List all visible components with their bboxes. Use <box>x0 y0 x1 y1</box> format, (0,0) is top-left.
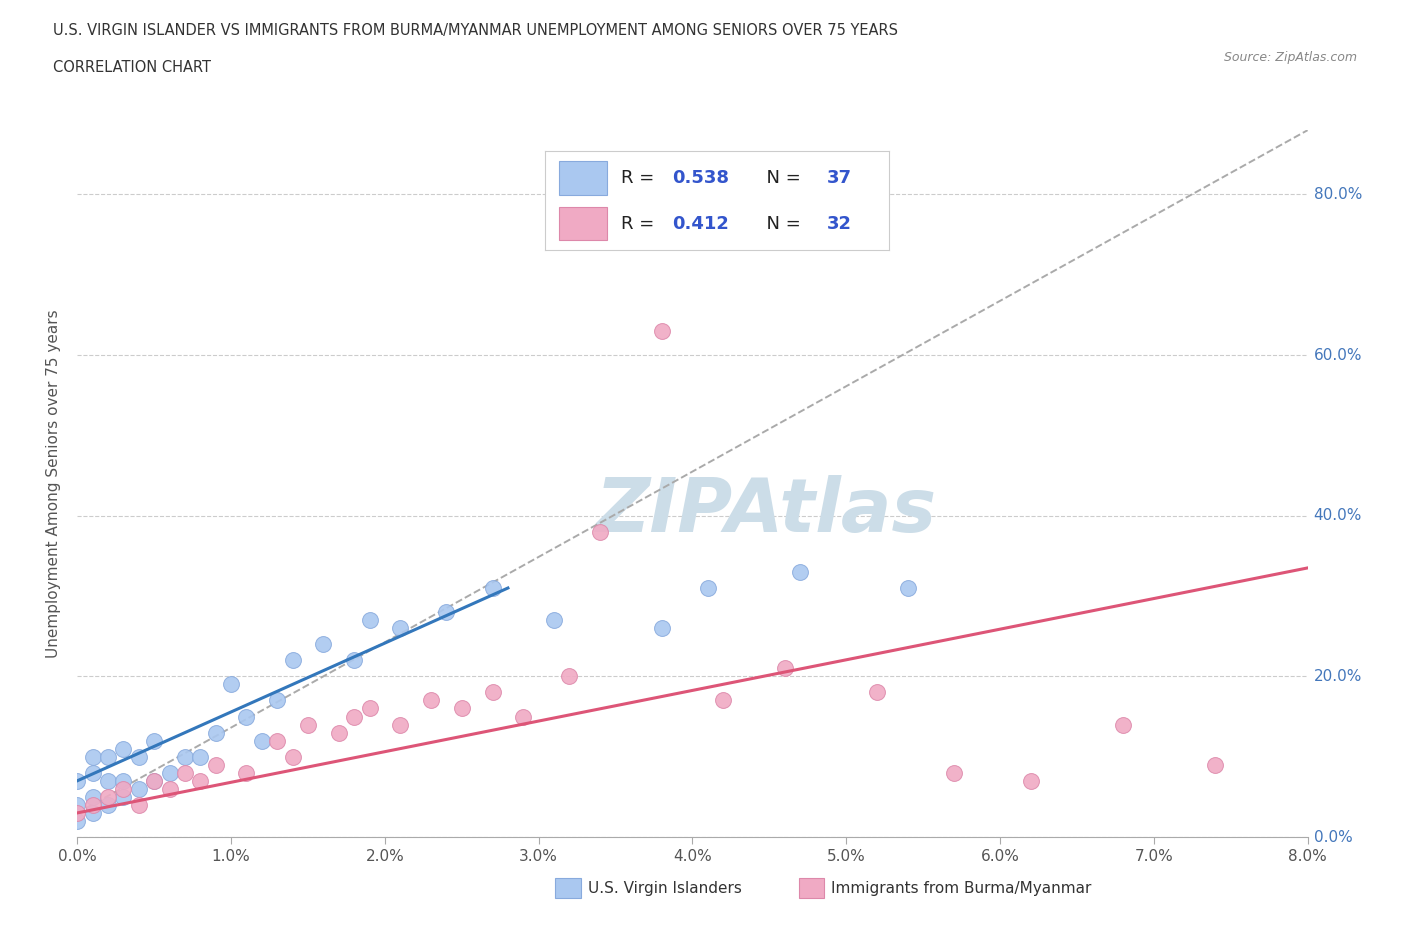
Text: ZIPAtlas: ZIPAtlas <box>596 475 936 549</box>
Point <box>866 685 889 700</box>
Point <box>789 565 811 579</box>
Text: 20.0%: 20.0% <box>1313 669 1362 684</box>
Point <box>97 750 120 764</box>
Point <box>82 765 104 780</box>
Point <box>97 790 120 804</box>
Point <box>359 613 381 628</box>
Text: Immigrants from Burma/Myanmar: Immigrants from Burma/Myanmar <box>831 881 1091 896</box>
Point <box>188 774 212 789</box>
Point <box>82 750 104 764</box>
Point <box>436 604 458 619</box>
Text: 60.0%: 60.0% <box>1313 348 1362 363</box>
Point <box>481 580 503 595</box>
Text: 40.0%: 40.0% <box>1313 508 1362 524</box>
Text: Source: ZipAtlas.com: Source: ZipAtlas.com <box>1223 51 1357 64</box>
Point <box>97 774 120 789</box>
Point <box>112 741 135 756</box>
Text: CORRELATION CHART: CORRELATION CHART <box>53 60 211 75</box>
Point <box>128 750 150 764</box>
Point <box>450 701 472 716</box>
Point <box>420 693 443 708</box>
Point <box>481 685 503 700</box>
Point <box>651 324 673 339</box>
Point <box>174 765 197 780</box>
Text: U.S. VIRGIN ISLANDER VS IMMIGRANTS FROM BURMA/MYANMAR UNEMPLOYMENT AMONG SENIORS: U.S. VIRGIN ISLANDER VS IMMIGRANTS FROM … <box>53 23 898 38</box>
Point <box>188 750 212 764</box>
Point <box>204 725 226 740</box>
Point <box>128 781 150 796</box>
Point <box>942 765 965 780</box>
Point <box>112 781 135 796</box>
Point <box>235 765 257 780</box>
Point <box>1112 717 1135 732</box>
Point <box>112 774 135 789</box>
Point <box>174 750 197 764</box>
Point <box>143 733 166 748</box>
Text: 80.0%: 80.0% <box>1313 187 1362 202</box>
Point <box>97 797 120 812</box>
Point <box>66 805 89 820</box>
Point <box>112 790 135 804</box>
Point <box>82 790 104 804</box>
Point <box>1204 757 1226 772</box>
Point <box>219 677 242 692</box>
Point <box>266 733 288 748</box>
Point <box>773 661 796 676</box>
Point <box>143 774 166 789</box>
Text: U.S. Virgin Islanders: U.S. Virgin Islanders <box>588 881 741 896</box>
Point <box>328 725 350 740</box>
Point <box>343 653 366 668</box>
Point <box>235 709 257 724</box>
Point <box>651 620 673 635</box>
Point <box>159 781 181 796</box>
Point <box>543 613 565 628</box>
Point <box>128 797 150 812</box>
Point <box>359 701 381 716</box>
Point <box>512 709 534 724</box>
Point <box>558 669 581 684</box>
Y-axis label: Unemployment Among Seniors over 75 years: Unemployment Among Seniors over 75 years <box>46 310 62 658</box>
Point <box>204 757 226 772</box>
Point <box>143 774 166 789</box>
Point <box>1019 774 1042 789</box>
Point <box>250 733 273 748</box>
Point <box>589 525 612 539</box>
Point <box>312 637 335 652</box>
Point <box>82 797 104 812</box>
Point <box>389 620 412 635</box>
Point <box>66 797 89 812</box>
Point <box>281 653 304 668</box>
Text: 0.0%: 0.0% <box>1313 830 1353 844</box>
Point <box>159 765 181 780</box>
Point <box>66 814 89 829</box>
Point <box>281 750 304 764</box>
Point <box>343 709 366 724</box>
Point <box>82 805 104 820</box>
Point <box>696 580 718 595</box>
Point <box>389 717 412 732</box>
Point <box>711 693 734 708</box>
Point <box>266 693 288 708</box>
Point <box>297 717 319 732</box>
Point <box>897 580 920 595</box>
Point <box>66 774 89 789</box>
